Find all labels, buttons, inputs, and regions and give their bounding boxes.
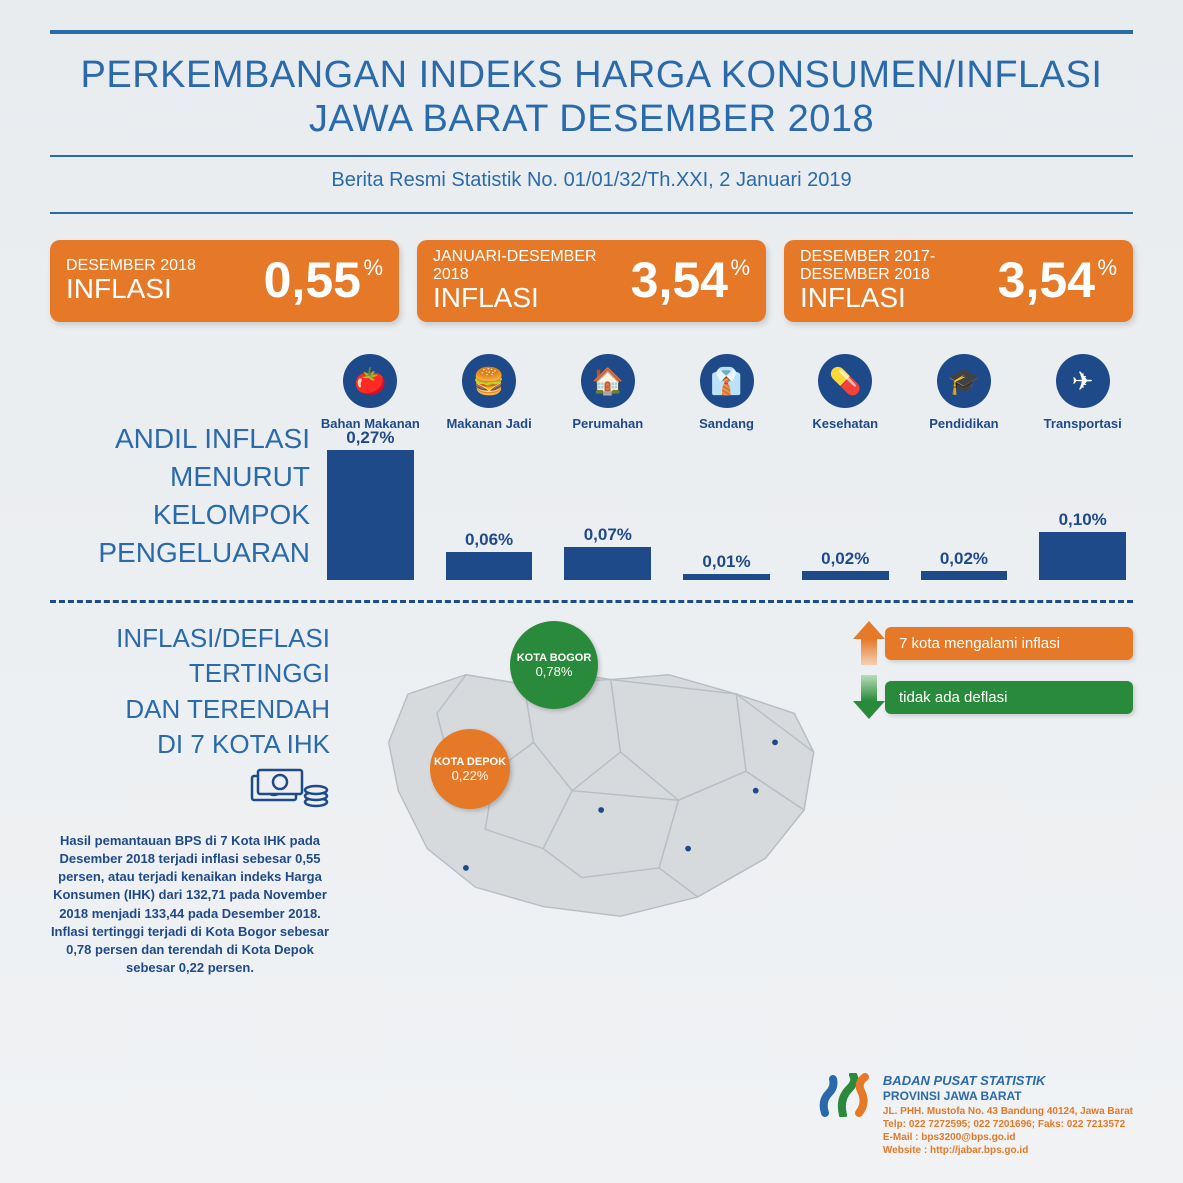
bar-column: 🏠 Perumahan 0,07%	[557, 354, 658, 580]
stat-period: JANUARI-DESEMBER 2018	[433, 248, 631, 284]
category-name: Bahan Makanan	[321, 416, 420, 431]
bubble-name: KOTA DEPOK	[434, 756, 506, 768]
category-name: Pendidikan	[929, 416, 998, 431]
bar-rect	[327, 450, 414, 580]
stat-period: DESEMBER 2017-DESEMBER 2018	[800, 248, 998, 284]
title-line-2: JAWA BARAT DESEMBER 2018	[50, 98, 1133, 142]
category-name: Sandang	[699, 416, 754, 431]
chart-title-line: PENGELUARAN	[50, 534, 310, 572]
bar-column: 🍔 Makanan Jadi 0,06%	[439, 354, 540, 580]
bar-rect	[802, 571, 889, 581]
bubble-name: KOTA BOGOR	[517, 652, 592, 664]
chart-title-line: ANDIL INFLASI	[50, 420, 310, 458]
category-name: Makanan Jadi	[446, 416, 531, 431]
category-name: Transportasi	[1044, 416, 1122, 431]
stat-value: 0,55%	[264, 251, 383, 309]
map-bubble: KOTA BOGOR0,78%	[510, 621, 598, 709]
footer: BADAN PUSAT STATISTIK PROVINSI JAWA BARA…	[817, 1073, 1133, 1157]
map-title-line: TERTINGGI	[50, 656, 330, 691]
map-title-line: INFLASI/DEFLASI	[50, 621, 330, 656]
bar-value-label: 0,10%	[1059, 510, 1107, 530]
category-icon: 🎓	[937, 354, 991, 408]
map-bubble: KOTA DEPOK0,22%	[430, 729, 510, 809]
bar-rect	[683, 574, 770, 580]
bar-value-label: 0,07%	[584, 525, 632, 545]
stat-label: INFLASI	[800, 284, 998, 312]
category-name: Perumahan	[572, 416, 643, 431]
category-name: Kesehatan	[812, 416, 878, 431]
category-icon: 💊	[818, 354, 872, 408]
footer-address: JL. PHH. Mustofa No. 43 Bandung 40124, J…	[883, 1105, 1133, 1118]
title-line-1: PERKEMBANGAN INDEKS HARGA KONSUMEN/INFLA…	[50, 54, 1133, 98]
footer-org: BADAN PUSAT STATISTIK	[883, 1073, 1133, 1090]
subtitle: Berita Resmi Statistik No. 01/01/32/Th.X…	[50, 169, 1133, 192]
arrow-down-icon	[853, 675, 885, 719]
map-left-column: INFLASI/DEFLASITERTINGGIDAN TERENDAHDI 7…	[50, 621, 330, 977]
chart-bars: 🍅 Bahan Makanan0,27% 🍔 Makanan Jadi 0,06% 🏠 Pe…	[320, 350, 1133, 580]
bar-column: 👔 Sandang 0,01%	[676, 354, 777, 580]
bar-value-label: 0,02%	[940, 549, 988, 569]
header-divider	[50, 155, 1133, 157]
money-icon	[50, 768, 330, 820]
stat-card: JANUARI-DESEMBER 2018INFLASI3,54%	[417, 240, 766, 322]
section-divider	[50, 600, 1133, 603]
bar-column: 💊 Kesehatan 0,02%	[795, 354, 896, 580]
bar-chart-section: ANDIL INFLASIMENURUTKELOMPOKPENGELUARAN …	[50, 350, 1133, 580]
footer-phone: Telp: 022 7272595; 022 7201696; Faks: 02…	[883, 1118, 1133, 1131]
category-icon: ✈	[1056, 354, 1110, 408]
infographic-page: PERKEMBANGAN INDEKS HARGA KONSUMEN/INFLA…	[0, 0, 1183, 1183]
bar-column: 🍅 Bahan Makanan0,27%	[320, 354, 421, 580]
arrow-up-icon	[853, 621, 885, 665]
stat-unit: %	[730, 255, 750, 281]
bar-value-label: 0,06%	[465, 530, 513, 550]
bar-column: 🎓 Pendidikan 0,02%	[914, 354, 1015, 580]
category-icon: 🍔	[462, 354, 516, 408]
bar-column: ✈ Transportasi 0,10%	[1032, 354, 1133, 580]
map-title: INFLASI/DEFLASITERTINGGIDAN TERENDAHDI 7…	[50, 621, 330, 761]
bar-rect	[921, 571, 1008, 581]
legend-deflation: tidak ada deflasi	[853, 675, 1133, 719]
map-legend: 7 kota mengalami inflasi tidak ada defla…	[853, 621, 1133, 977]
footer-email: E-Mail : bps3200@bps.go.id	[883, 1131, 1133, 1144]
map-section: INFLASI/DEFLASITERTINGGIDAN TERENDAHDI 7…	[50, 621, 1133, 977]
footer-text: BADAN PUSAT STATISTIK PROVINSI JAWA BARA…	[883, 1073, 1133, 1157]
legend-inflation: 7 kota mengalami inflasi	[853, 621, 1133, 665]
stat-cards-row: DESEMBER 2018INFLASI0,55%JANUARI-DESEMBE…	[50, 240, 1133, 322]
chart-title-line: MENURUT	[50, 458, 310, 496]
bar-value-label: 0,01%	[702, 552, 750, 572]
stat-label: INFLASI	[433, 284, 631, 312]
chart-title-line: KELOMPOK	[50, 496, 310, 534]
category-icon: 🍅	[343, 354, 397, 408]
stat-card: DESEMBER 2017-DESEMBER 2018INFLASI3,54%	[784, 240, 1133, 322]
legend-deflation-label: tidak ada deflasi	[885, 681, 1133, 714]
stat-value: 3,54%	[631, 251, 750, 309]
map-container: KOTA BOGOR0,78%KOTA DEPOK0,22%	[350, 621, 833, 977]
map-title-line: DI 7 KOTA IHK	[50, 727, 330, 762]
header: PERKEMBANGAN INDEKS HARGA KONSUMEN/INFLA…	[50, 30, 1133, 214]
bar-value-label: 0,27%	[346, 428, 394, 448]
bar-rect	[564, 547, 651, 581]
stat-unit: %	[363, 255, 383, 281]
map-title-line: DAN TERENDAH	[50, 692, 330, 727]
bubble-value: 0,22%	[452, 768, 489, 783]
bar-rect	[446, 552, 533, 581]
stat-value: 3,54%	[998, 251, 1117, 309]
bar-value-label: 0,02%	[821, 549, 869, 569]
stat-label: INFLASI	[66, 275, 196, 303]
footer-website: Website : http://jabar.bps.go.id	[883, 1144, 1133, 1157]
stat-card: DESEMBER 2018INFLASI0,55%	[50, 240, 399, 322]
bps-logo-icon	[817, 1073, 871, 1117]
legend-inflation-label: 7 kota mengalami inflasi	[885, 627, 1133, 660]
chart-title: ANDIL INFLASIMENURUTKELOMPOKPENGELUARAN	[50, 350, 310, 580]
bar-rect	[1039, 532, 1126, 580]
footer-prov: PROVINSI JAWA BARAT	[883, 1089, 1133, 1105]
category-icon: 🏠	[581, 354, 635, 408]
map-body-text: Hasil pemantauan BPS di 7 Kota IHK pada …	[50, 832, 330, 978]
bubble-value: 0,78%	[536, 664, 573, 679]
stat-unit: %	[1097, 255, 1117, 281]
category-icon: 👔	[700, 354, 754, 408]
